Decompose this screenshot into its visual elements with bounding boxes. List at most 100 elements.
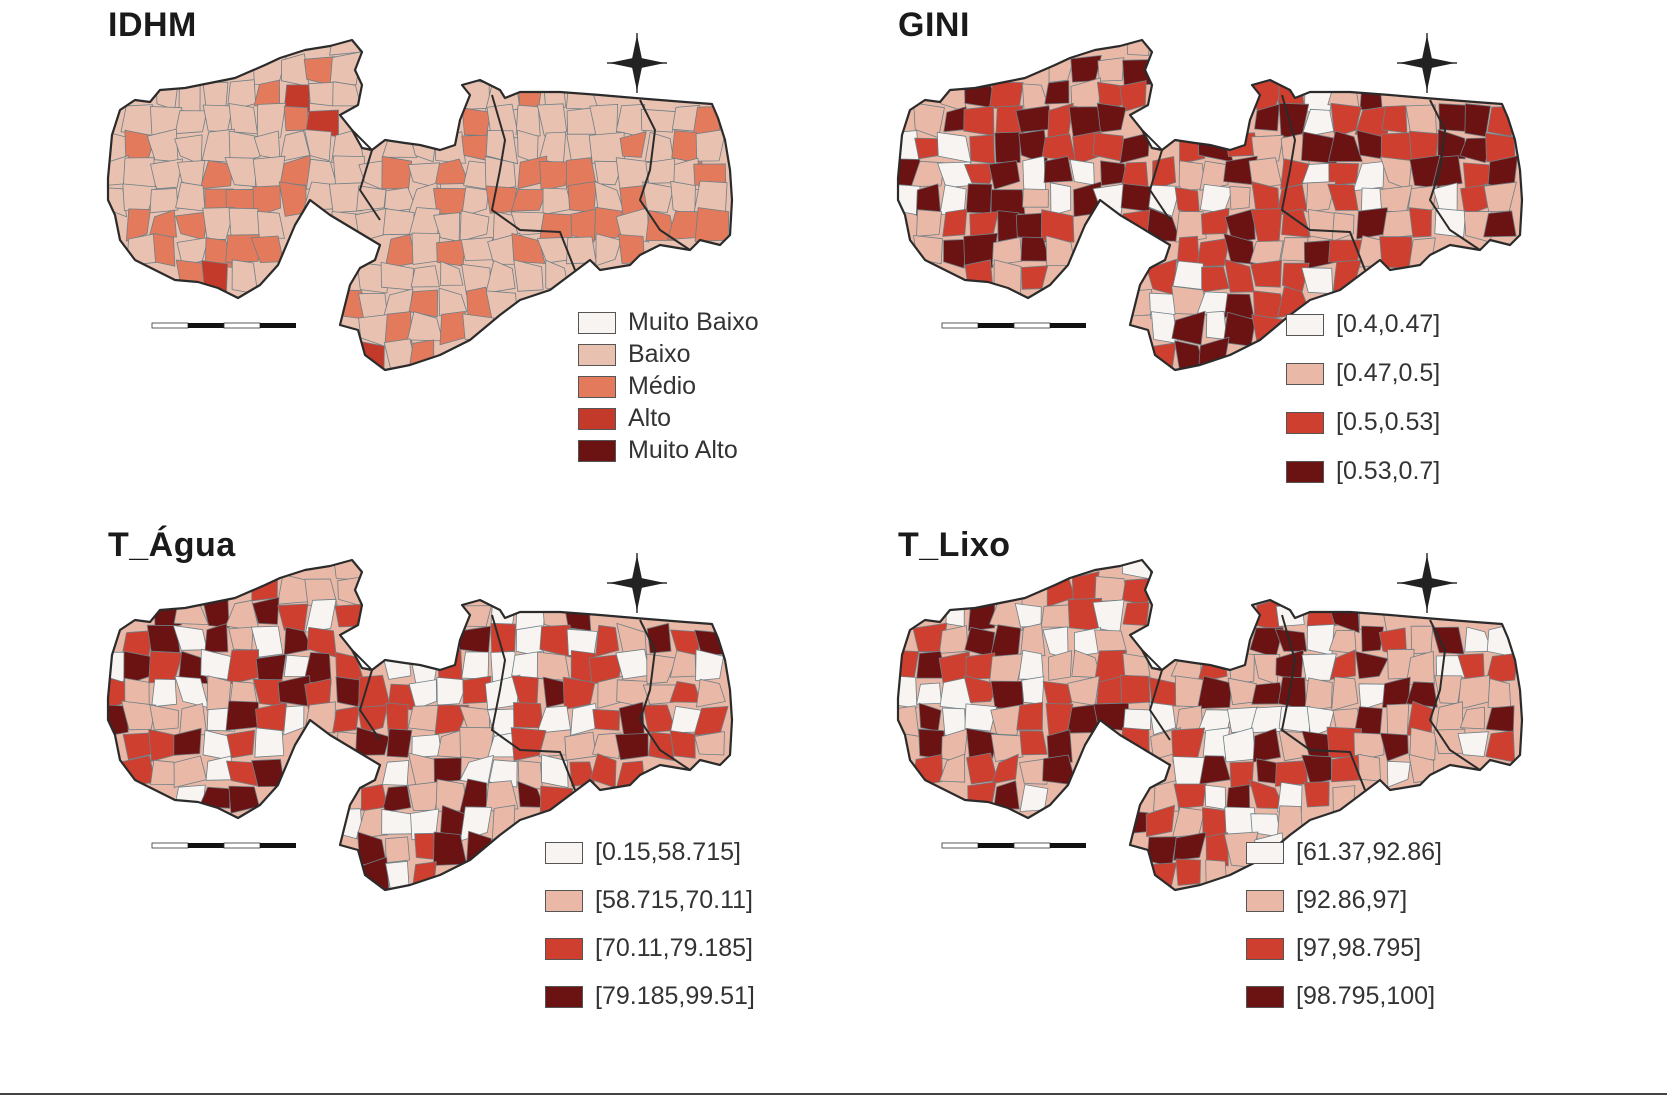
map-panel-idhm: IDHM Muito Baixo Baixo Médio Alto Muito …: [0, 0, 800, 530]
legend-swatch: [1246, 985, 1284, 1008]
municipality: [1464, 103, 1491, 138]
municipality: [1022, 188, 1049, 208]
municipality: [567, 180, 597, 213]
municipality: [1050, 182, 1072, 217]
municipality: [990, 189, 1026, 215]
municipality: [898, 130, 920, 162]
municipality: [1040, 209, 1075, 243]
municipality: [943, 238, 969, 269]
municipality: [484, 156, 517, 192]
municipality: [461, 107, 491, 137]
municipality: [990, 704, 1024, 736]
legend-label: Muito Baixo: [628, 308, 759, 336]
legend-swatch: [578, 343, 616, 366]
municipality: [1197, 675, 1233, 710]
region-boundary: [490, 614, 576, 791]
municipality: [1120, 161, 1149, 188]
municipality: [332, 705, 360, 733]
municipality: [329, 51, 362, 86]
municipality: [1408, 207, 1432, 238]
municipality: [1459, 137, 1492, 164]
municipality: [225, 700, 259, 731]
municipality: [459, 210, 490, 242]
municipality: [1173, 831, 1207, 861]
municipality: [566, 81, 599, 110]
municipality: [1148, 701, 1177, 736]
legend-item: [0.53,0.7]: [1286, 457, 1440, 486]
municipality: [485, 260, 516, 294]
legend-swatch: [1286, 460, 1324, 483]
scale-bar: [151, 842, 296, 849]
municipality: [149, 209, 177, 238]
municipality: [1431, 626, 1465, 655]
choropleth-map: [106, 553, 734, 892]
municipality: [1094, 629, 1128, 653]
municipality: [355, 726, 390, 756]
municipality: [408, 289, 439, 318]
municipality: [1205, 832, 1229, 867]
municipality: [1119, 80, 1147, 113]
municipality: [1386, 703, 1410, 736]
municipality: [438, 287, 468, 317]
legend-label: [0.15,58.715]: [595, 838, 741, 866]
municipality: [1173, 783, 1207, 809]
municipality: [1196, 237, 1231, 268]
municipality: [1226, 784, 1251, 811]
municipality: [433, 757, 462, 783]
legend-item: [0.47,0.5]: [1286, 359, 1440, 388]
municipality: [1250, 208, 1283, 244]
municipality: [1044, 80, 1070, 105]
municipality: [1382, 209, 1414, 239]
municipality: [125, 208, 151, 242]
municipality: [1145, 804, 1176, 838]
municipality: [152, 232, 176, 267]
state-outline: [896, 558, 1524, 892]
legend-item: [98.795,100]: [1246, 982, 1435, 1011]
municipality: [1406, 185, 1438, 216]
municipality: [539, 161, 574, 192]
legend-swatch: [545, 937, 583, 960]
legend-swatch: [1246, 889, 1284, 912]
municipality: [592, 708, 621, 731]
municipality: [942, 208, 968, 237]
municipality: [1352, 161, 1385, 192]
municipality: [225, 234, 260, 263]
municipality: [1380, 732, 1409, 762]
municipality: [1224, 208, 1256, 243]
municipality: [304, 129, 332, 162]
municipality: [305, 598, 337, 633]
legend-item: [97,98.795]: [1246, 934, 1421, 963]
municipality: [1097, 57, 1125, 82]
municipality: [963, 232, 998, 269]
municipality: [988, 160, 1021, 190]
municipality: [1359, 83, 1383, 111]
legend-swatch: [545, 841, 583, 864]
municipality: [695, 128, 727, 162]
municipality: [916, 209, 943, 237]
municipality: [993, 780, 1020, 810]
municipality: [1406, 681, 1438, 708]
legend-swatch: [578, 311, 616, 334]
municipality: [1483, 210, 1517, 238]
municipality: [149, 188, 179, 214]
municipality: [964, 259, 994, 293]
municipality: [1122, 602, 1150, 626]
municipality: [411, 861, 437, 890]
municipality: [440, 260, 464, 286]
municipality: [510, 189, 548, 212]
legend-label: [0.53,0.7]: [1336, 457, 1441, 485]
legend-label: [0.47,0.5]: [1336, 359, 1441, 387]
municipality: [916, 682, 942, 705]
municipality: [304, 578, 338, 606]
municipality: [202, 207, 236, 240]
municipality: [206, 675, 232, 711]
municipality: [642, 181, 674, 214]
municipality: [256, 102, 287, 139]
municipality: [1487, 678, 1511, 708]
legend-item: Muito Baixo: [578, 308, 759, 337]
municipality: [1201, 266, 1230, 293]
municipality: [1308, 209, 1336, 241]
municipality: [1361, 625, 1384, 653]
municipality: [595, 624, 620, 658]
municipality: [1381, 105, 1408, 134]
